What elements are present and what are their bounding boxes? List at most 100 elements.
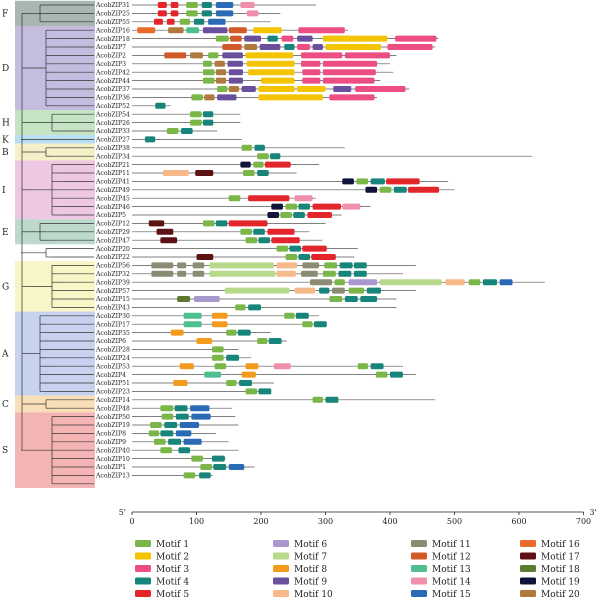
motif-box	[228, 69, 243, 76]
motif-box	[300, 270, 318, 277]
legend-label: Motif 2	[156, 553, 189, 563]
gene-label: AcobZIP44	[95, 78, 130, 85]
axis-tick-label: 600	[511, 517, 526, 526]
motif-box	[298, 254, 311, 260]
motif-box	[285, 254, 298, 260]
legend-swatch	[411, 552, 427, 560]
motif-box	[258, 94, 323, 101]
motif-box	[302, 262, 320, 269]
legend-label: Motif 16	[541, 540, 580, 550]
motif-box	[311, 254, 336, 260]
motif-box	[348, 279, 378, 286]
motif-box	[482, 279, 498, 286]
motif-box	[214, 60, 225, 67]
axis-tick-label: 0	[129, 517, 134, 526]
motif-box	[160, 237, 178, 244]
motif-box	[191, 455, 203, 462]
gene-label: AcobZIP19	[95, 422, 130, 429]
gene-label: AcobZIP37	[95, 86, 130, 93]
motif-box	[468, 279, 481, 286]
gene-label: AcobZIP36	[95, 95, 130, 102]
motif-box	[387, 44, 433, 50]
motif-box	[499, 279, 513, 286]
motif-box	[245, 237, 258, 244]
motif-box	[202, 77, 215, 84]
motif-box	[226, 329, 237, 336]
gene-label: AcobZIP34	[95, 153, 130, 160]
motif-box	[248, 69, 295, 76]
motif-box	[209, 262, 274, 269]
motif-box	[313, 321, 327, 328]
motif-box	[307, 212, 332, 218]
motif-box	[211, 346, 224, 353]
motif-box	[213, 464, 227, 470]
gene-label: AcobZIP21	[95, 162, 130, 169]
motif-box	[170, 2, 179, 8]
gene-label: AcobZIP50	[95, 414, 130, 421]
motif-box	[322, 69, 376, 76]
motif-box	[215, 35, 229, 42]
motif-box	[168, 438, 182, 445]
motif-box	[319, 287, 330, 294]
gene-label: AcobZIP51	[95, 380, 130, 387]
group-label: E	[2, 228, 9, 238]
motif-box	[258, 388, 272, 395]
motif-box	[338, 270, 352, 277]
gene-label: AcobZIP26	[95, 120, 130, 127]
motif-box	[259, 44, 281, 50]
motif-box	[333, 86, 352, 92]
motif-box	[302, 69, 321, 76]
motif-box	[267, 35, 278, 42]
legend-label: Motif 12	[432, 553, 471, 563]
gene-label: AcobZIP56	[95, 263, 130, 270]
legend-swatch	[273, 540, 289, 547]
group-label: C	[2, 400, 9, 410]
motif-box	[248, 195, 290, 202]
motif-box	[204, 94, 215, 101]
motif-box	[240, 228, 252, 235]
motif-box	[217, 86, 228, 92]
motif-box	[179, 363, 194, 370]
gene-label: AcobZIP29	[95, 229, 130, 236]
motif-box	[177, 296, 191, 302]
group-label: F	[2, 9, 8, 19]
motif-box	[280, 212, 292, 218]
motif-box	[258, 86, 295, 92]
motif-box	[375, 371, 388, 378]
motif-box	[360, 296, 378, 302]
legend-label: Motif 7	[294, 553, 327, 563]
legend-swatch	[135, 577, 151, 585]
motif-box	[183, 438, 202, 445]
motif-box	[148, 220, 165, 227]
gene-label: AcobZIP48	[95, 405, 130, 412]
motif-box	[202, 69, 215, 76]
axis-tick-label: 400	[382, 517, 397, 526]
motif-box	[365, 186, 378, 193]
motif-box	[261, 77, 295, 84]
motif-box	[310, 279, 332, 286]
motif-box	[202, 60, 212, 67]
motif-box	[348, 287, 365, 294]
legend-swatch	[273, 590, 289, 597]
motif-box	[228, 86, 240, 92]
motif-legend: Motif 1 Motif 6 Motif 11 Motif 16 Motif 2 Mot…	[135, 540, 580, 600]
gene-label: AcobZIP39	[95, 279, 130, 286]
motif-box	[276, 245, 289, 252]
motif-box	[344, 296, 358, 302]
gene-label: AcobZIP3	[95, 61, 126, 68]
motif-box	[295, 312, 309, 319]
legend-label: Motif 14	[432, 578, 471, 588]
motif-box	[186, 27, 200, 34]
motif-box	[379, 279, 442, 286]
motif-box	[161, 413, 174, 420]
gene-label: AcobZIP40	[95, 447, 130, 454]
legend-label: Motif 18	[541, 565, 580, 575]
motif-box	[170, 10, 179, 17]
motif-box	[183, 472, 196, 479]
motif-box	[271, 237, 300, 244]
gene-label: AcobZIP28	[95, 347, 130, 354]
gene-label: AcobZIP45	[95, 195, 130, 202]
motif-box	[273, 363, 291, 370]
legend-swatch	[135, 552, 151, 560]
gene-label: AcobZIP33	[95, 128, 130, 135]
